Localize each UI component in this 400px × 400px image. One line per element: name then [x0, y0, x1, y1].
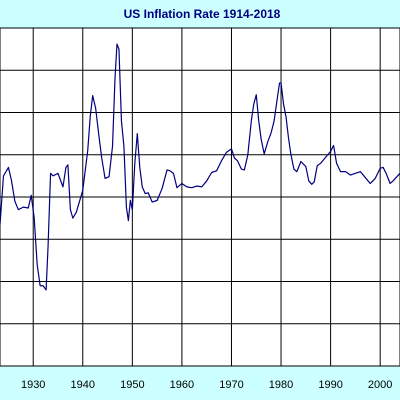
series-layer — [0, 43, 400, 291]
x-tick-label-1930: 1930 — [21, 379, 45, 391]
series-line-0 — [0, 43, 400, 291]
x-tick-label-2000: 2000 — [368, 379, 392, 391]
chart-title: US Inflation Rate 1914-2018 — [124, 7, 281, 21]
grid-lines — [0, 28, 400, 366]
x-tick-label-1970: 1970 — [219, 379, 243, 391]
x-tick-label-1960: 1960 — [170, 379, 194, 391]
x-tick-label-1990: 1990 — [318, 379, 342, 391]
x-tick-label-1940: 1940 — [71, 379, 95, 391]
x-tick-label-1950: 1950 — [120, 379, 144, 391]
x-axis-ticks: 1930 1940 1950 1960 1970 1980 1990 2000 — [21, 379, 392, 391]
x-tick-label-1980: 1980 — [269, 379, 293, 391]
